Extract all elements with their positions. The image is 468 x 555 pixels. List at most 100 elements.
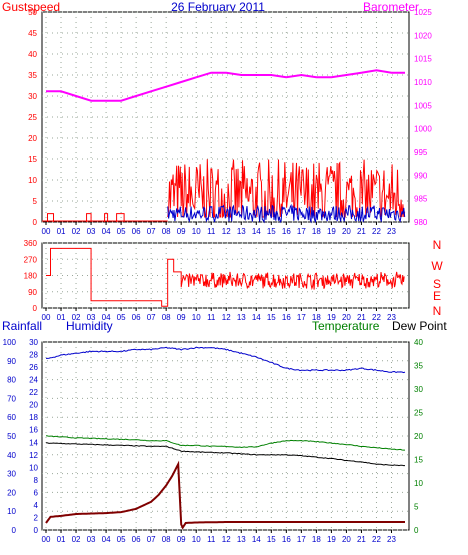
- direction-tick-label: 0: [33, 304, 38, 313]
- humidity-tick-label: 16: [29, 426, 38, 435]
- x-tick-label: 12: [222, 313, 231, 322]
- temperature-tick-label: 25: [414, 409, 423, 418]
- humidity-tick-label: 26: [29, 363, 38, 372]
- rainfall-line: [45, 460, 405, 530]
- gust-tick-label: 30: [28, 92, 37, 101]
- x-tick-label: 11: [207, 227, 216, 236]
- x-tick-label: 10: [192, 313, 201, 322]
- x-tick-label: 02: [72, 227, 81, 236]
- x-tick-label: 09: [177, 227, 186, 236]
- gust-tick-label: 0: [33, 218, 38, 227]
- x-tick-label: 13: [237, 313, 246, 322]
- barometer-tick-label: 1010: [414, 78, 432, 87]
- rainfall-tick-label: 90: [7, 357, 16, 366]
- x-tick-label: 08: [162, 313, 171, 322]
- gustspeed-label: Gustspeed: [2, 0, 60, 14]
- x-tick-label: 18: [312, 227, 321, 236]
- x-tick-label: 11: [207, 535, 216, 544]
- x-tick-label: 11: [207, 313, 216, 322]
- x-tick-label: 22: [372, 227, 381, 236]
- temperature-tick-label: 35: [414, 362, 423, 371]
- x-tick-label: 14: [252, 313, 261, 322]
- x-tick-label: 18: [312, 313, 321, 322]
- humidity-tick-label: 2: [34, 513, 39, 522]
- humidity-tick-label: 10: [29, 463, 38, 472]
- wind-series: [167, 203, 406, 224]
- temperature-tick-label: 0: [414, 526, 419, 535]
- x-tick-label: 20: [342, 535, 351, 544]
- x-tick-label: 19: [327, 227, 336, 236]
- barometer-axis: 980 985 990 995 1000 1005 1010 1015 1020 1025: [414, 8, 432, 227]
- humidity-tick-label: 28: [29, 351, 38, 360]
- x-tick-label: 12: [222, 535, 231, 544]
- gust-series: [42, 159, 406, 222]
- panel1-grid: [42, 11, 409, 223]
- x-tick-label: 19: [327, 535, 336, 544]
- direction-tick-label: 90: [28, 288, 37, 297]
- direction-tick-label: 360: [24, 239, 38, 248]
- x-tick-label: 00: [42, 227, 51, 236]
- x-tick-label: 17: [297, 535, 306, 544]
- x-tick-label: 14: [252, 227, 261, 236]
- wind-direction-panel: 0 90 180 270 360 00 01 02 03 04 05 06 07 08 09 10 11 12 1…: [24, 238, 444, 322]
- x-tick-label: 17: [297, 227, 306, 236]
- rainfall-tick-label: 100: [3, 338, 17, 347]
- temperature-tick-label: 15: [414, 456, 423, 465]
- x-tick-label: 03: [87, 313, 96, 322]
- x-tick-label: 23: [387, 227, 396, 236]
- x-tick-label: 03: [87, 227, 96, 236]
- humidity-label: Humidity: [66, 319, 113, 333]
- chart-title: 26 February 2011: [171, 0, 265, 14]
- compass-labels: N W S E N: [431, 238, 443, 318]
- temperature-tick-label: 20: [414, 432, 423, 441]
- gust-segment: [104, 213, 109, 222]
- x-tick-label: 07: [147, 227, 156, 236]
- wind-trace: [167, 203, 406, 224]
- rainfall-tick-label: 0: [12, 526, 17, 535]
- x-tick-label: 17: [297, 313, 306, 322]
- gust-tick-label: 45: [28, 29, 37, 38]
- x-tick-label: 10: [192, 227, 201, 236]
- barometer-tick-label: 985: [414, 195, 428, 204]
- humidity-line: [46, 346, 406, 374]
- x-tick-label: 21: [357, 535, 366, 544]
- barometer-line: [46, 69, 405, 102]
- gust-tick-label: 10: [28, 176, 37, 185]
- x-tick-label: 21: [357, 227, 366, 236]
- gust-tick-label: 25: [28, 113, 37, 122]
- humidity-tick-label: 6: [34, 488, 39, 497]
- x-tick-label: 13: [237, 535, 246, 544]
- x-tick-label: 04: [102, 535, 111, 544]
- humidity-tick-label: 12: [29, 451, 38, 460]
- humidity-tick-label: 20: [29, 401, 38, 410]
- x-tick-label: 13: [237, 227, 246, 236]
- x-tick-label: 16: [282, 535, 291, 544]
- rainfall-tick-label: 50: [7, 432, 16, 441]
- x-tick-label: 19: [327, 313, 336, 322]
- humidity-tick-label: 0: [34, 526, 39, 535]
- panel3-hour-axis: 00 01 02 03 04 05 06 07 08 09 10 11 12 13 14 15 16 17 18 19…: [42, 530, 396, 544]
- barometer-label: Barometer: [363, 0, 419, 14]
- x-tick-label: 06: [132, 227, 141, 236]
- rainfall-label: Rainfall: [2, 319, 42, 333]
- x-tick-label: 05: [117, 313, 126, 322]
- x-tick-label: 00: [42, 313, 51, 322]
- gust-tick-label: 15: [28, 155, 37, 164]
- barometer-tick-label: 1025: [414, 8, 432, 17]
- compass-label: S: [433, 277, 441, 291]
- x-tick-label: 14: [252, 535, 261, 544]
- compass-label: W: [431, 259, 443, 273]
- x-tick-label: 04: [102, 313, 111, 322]
- gust-tick-label: 35: [28, 71, 37, 80]
- x-tick-label: 22: [372, 313, 381, 322]
- rainfall-tick-label: 40: [7, 451, 16, 460]
- temperature-tick-label: 40: [414, 338, 423, 347]
- x-tick-label: 01: [57, 313, 66, 322]
- x-tick-label: 20: [342, 313, 351, 322]
- x-tick-label: 15: [267, 535, 276, 544]
- barometer-tick-label: 980: [414, 218, 428, 227]
